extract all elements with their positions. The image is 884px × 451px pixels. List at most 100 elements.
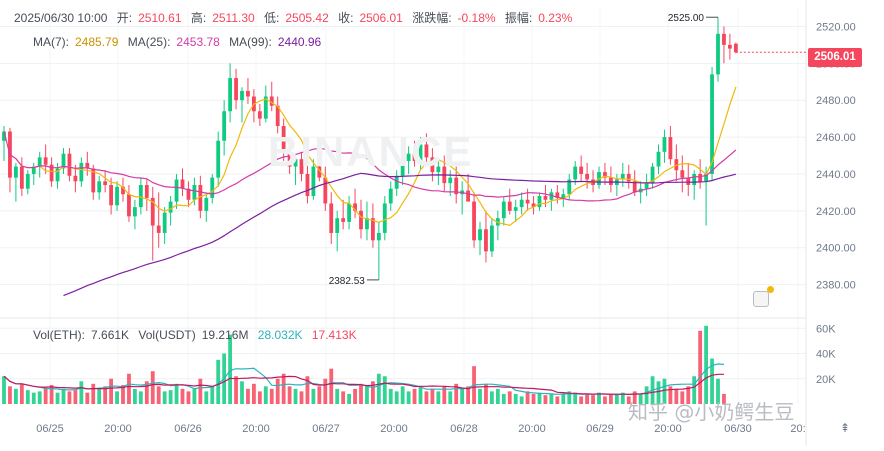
volume-bar xyxy=(317,386,322,404)
ma25-value: 2453.78 xyxy=(176,35,220,49)
volume-ma-slow-line xyxy=(3,373,724,395)
candle-body xyxy=(162,212,167,233)
volume-bar xyxy=(609,393,613,404)
volume-bar xyxy=(49,385,54,404)
volume-bar xyxy=(252,383,256,404)
candle-body xyxy=(204,197,209,211)
candle-body xyxy=(561,194,566,198)
volume-bar xyxy=(573,392,578,404)
candle-body xyxy=(579,166,584,174)
volume-bar xyxy=(257,391,262,404)
candle-body xyxy=(567,179,572,195)
volume-bar xyxy=(216,359,221,404)
price-axis-tick: 2420.00 xyxy=(816,206,856,218)
candle-body xyxy=(323,177,328,204)
candle-body xyxy=(430,157,435,173)
volume-bar xyxy=(448,391,453,404)
time-axis-tick: 20:00 xyxy=(104,423,132,435)
vol-eth-label: Vol(ETH): xyxy=(33,328,86,342)
candle-body xyxy=(31,166,36,174)
volume-bar xyxy=(85,392,90,404)
candle-body xyxy=(382,203,387,233)
candle-body xyxy=(609,177,613,185)
time-axis-tick: 20: xyxy=(790,423,805,435)
candle-body xyxy=(263,96,268,119)
candle-body xyxy=(704,173,708,182)
candle-body xyxy=(275,105,280,126)
volume-bar xyxy=(525,391,530,404)
order-book-icon[interactable] xyxy=(753,291,769,307)
volume-legend: Vol(ETH): 7.661K Vol(USDT) 19.216M 28.032K… xyxy=(33,328,363,342)
volume-bar xyxy=(67,391,72,404)
volume-bar xyxy=(91,383,96,404)
candle-body xyxy=(525,199,530,204)
volume-bar xyxy=(460,388,465,404)
candle-body xyxy=(246,90,250,97)
ma-legend: MA(7): 2485.79 MA(25): 2453.78 MA(99): 2440… xyxy=(33,35,327,49)
volume-bar xyxy=(394,391,399,404)
price-axis-tick: 2380.00 xyxy=(816,280,856,292)
candle-body xyxy=(406,153,411,162)
volume-bar xyxy=(79,381,84,404)
volume-bar xyxy=(162,391,167,404)
volume-bar xyxy=(716,378,720,404)
volume-axis-tick: 60K xyxy=(816,323,836,335)
vol-usdt-label: Vol(USDT) xyxy=(138,328,196,342)
candle-body xyxy=(49,164,54,182)
candle-body xyxy=(644,183,649,189)
candle-body xyxy=(156,225,161,233)
candle-body xyxy=(305,173,310,197)
candle-body xyxy=(353,203,357,211)
volume-bar xyxy=(466,386,470,404)
open-value: 2510.61 xyxy=(138,11,182,25)
candle-body xyxy=(133,207,137,217)
candle-body xyxy=(14,166,18,178)
candle-body xyxy=(2,131,6,141)
candle-body xyxy=(174,179,179,202)
binance-watermark-logo: BINANCE xyxy=(268,128,474,175)
volume-bar xyxy=(710,358,714,404)
candle-body xyxy=(573,166,578,180)
time-axis-tick: 20:00 xyxy=(242,423,270,435)
candle-body xyxy=(228,78,232,112)
volume-bar xyxy=(436,391,441,404)
price-axis-tick: 2440.00 xyxy=(816,169,856,181)
volume-bar xyxy=(186,391,191,404)
volume-bar xyxy=(454,383,459,404)
candle-body xyxy=(603,172,607,178)
volume-bar xyxy=(638,393,643,404)
open-label: 开: xyxy=(116,11,133,25)
candle-body xyxy=(519,199,524,208)
volume-bar xyxy=(43,387,48,404)
candle-body xyxy=(632,181,637,193)
candle-body xyxy=(109,185,113,206)
time-axis-tick: 20:00 xyxy=(518,423,546,435)
vol-eth-value: 7.661K xyxy=(91,328,130,342)
volume-bar xyxy=(234,376,238,404)
volume-bar xyxy=(299,391,304,404)
zhihu-watermark: 知乎 @小奶鳄生豆 xyxy=(628,400,795,424)
close-label: 收: xyxy=(338,11,354,25)
volume-bar xyxy=(150,371,155,404)
candle-body xyxy=(55,168,60,182)
candle-body xyxy=(210,177,215,198)
volume-bar xyxy=(543,395,548,404)
volume-bar xyxy=(597,392,601,404)
volume-bar xyxy=(406,391,411,404)
candle-body xyxy=(198,185,203,211)
ma99-value: 2440.96 xyxy=(277,35,322,49)
volume-bar xyxy=(311,388,316,404)
candle-body xyxy=(424,144,429,158)
candle-body xyxy=(317,166,322,178)
candle-body xyxy=(513,207,518,211)
reset-zoom-icon[interactable]: ⇞ xyxy=(839,421,851,435)
candle-body xyxy=(722,33,726,45)
candle-body xyxy=(347,203,351,222)
volume-bar xyxy=(531,393,536,404)
ma25-label: MA(25): xyxy=(127,35,171,49)
candle-body xyxy=(150,197,155,226)
volume-bar xyxy=(109,378,113,404)
candle-body xyxy=(269,96,274,106)
